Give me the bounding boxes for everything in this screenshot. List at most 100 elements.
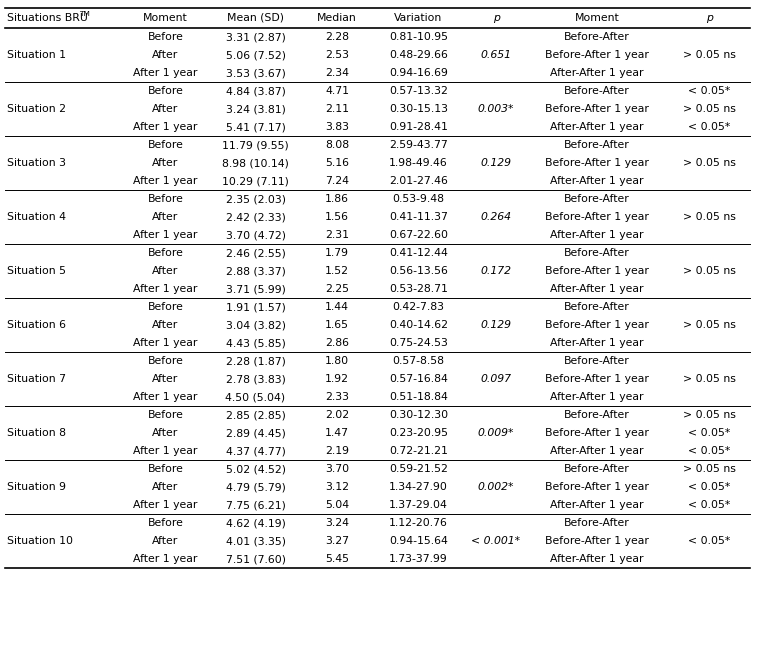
Text: 2.85 (2.85): 2.85 (2.85)	[225, 410, 286, 420]
Text: 2.86: 2.86	[325, 338, 349, 348]
Text: < 0.001*: < 0.001*	[471, 536, 520, 546]
Text: < 0.05*: < 0.05*	[688, 500, 730, 510]
Text: 7.51 (7.60): 7.51 (7.60)	[225, 554, 286, 564]
Text: 0.57-8.58: 0.57-8.58	[393, 356, 445, 366]
Text: 5.41 (7.17): 5.41 (7.17)	[225, 122, 286, 132]
Text: > 0.05 ns: > 0.05 ns	[682, 374, 736, 384]
Text: Before: Before	[147, 518, 183, 528]
Text: Before-After 1 year: Before-After 1 year	[545, 212, 649, 222]
Text: After-After 1 year: After-After 1 year	[550, 392, 644, 402]
Text: 3.24 (3.81): 3.24 (3.81)	[225, 104, 286, 114]
Text: Before-After: Before-After	[564, 86, 630, 96]
Text: p: p	[493, 13, 500, 23]
Text: 0.002*: 0.002*	[478, 482, 514, 492]
Text: 3.27: 3.27	[325, 536, 349, 546]
Text: < 0.05*: < 0.05*	[688, 536, 730, 546]
Text: 0.129: 0.129	[481, 320, 512, 330]
Text: Before: Before	[147, 32, 183, 42]
Text: 0.57-13.32: 0.57-13.32	[389, 86, 448, 96]
Text: 2.28 (1.87): 2.28 (1.87)	[225, 356, 286, 366]
Text: After-After 1 year: After-After 1 year	[550, 176, 644, 186]
Text: After-After 1 year: After-After 1 year	[550, 500, 644, 510]
Text: After-After 1 year: After-After 1 year	[550, 554, 644, 564]
Text: 3.24: 3.24	[325, 518, 349, 528]
Text: Mean (SD): Mean (SD)	[227, 13, 284, 23]
Text: Before-After 1 year: Before-After 1 year	[545, 428, 649, 438]
Text: < 0.05*: < 0.05*	[688, 428, 730, 438]
Text: Before: Before	[147, 356, 183, 366]
Text: 0.48-29.66: 0.48-29.66	[389, 50, 448, 60]
Text: 2.25: 2.25	[325, 284, 349, 294]
Text: 1.44: 1.44	[325, 302, 349, 312]
Text: Before-After 1 year: Before-After 1 year	[545, 536, 649, 546]
Text: 0.41-11.37: 0.41-11.37	[389, 212, 448, 222]
Text: 2.11: 2.11	[325, 104, 349, 114]
Text: After: After	[152, 428, 179, 438]
Text: 0.53-28.71: 0.53-28.71	[389, 284, 448, 294]
Text: Before-After: Before-After	[564, 410, 630, 420]
Text: After-After 1 year: After-After 1 year	[550, 230, 644, 240]
Text: Median: Median	[317, 13, 357, 23]
Text: 10.29 (7.11): 10.29 (7.11)	[222, 176, 289, 186]
Text: 1.65: 1.65	[325, 320, 349, 330]
Text: 4.37 (4.77): 4.37 (4.77)	[225, 446, 286, 456]
Text: 1.12-20.76: 1.12-20.76	[389, 518, 448, 528]
Text: > 0.05 ns: > 0.05 ns	[682, 410, 736, 420]
Text: 8.98 (10.14): 8.98 (10.14)	[222, 158, 289, 168]
Text: Before-After 1 year: Before-After 1 year	[545, 104, 649, 114]
Text: Before-After: Before-After	[564, 140, 630, 150]
Text: After-After 1 year: After-After 1 year	[550, 284, 644, 294]
Text: < 0.05*: < 0.05*	[688, 86, 730, 96]
Text: 0.40-14.62: 0.40-14.62	[389, 320, 448, 330]
Text: > 0.05 ns: > 0.05 ns	[682, 266, 736, 276]
Text: 0.81-10.95: 0.81-10.95	[389, 32, 448, 42]
Text: After-After 1 year: After-After 1 year	[550, 68, 644, 78]
Text: 1.73-37.99: 1.73-37.99	[389, 554, 448, 564]
Text: After 1 year: After 1 year	[133, 284, 198, 294]
Text: > 0.05 ns: > 0.05 ns	[682, 212, 736, 222]
Text: After: After	[152, 212, 179, 222]
Text: 5.16: 5.16	[325, 158, 349, 168]
Text: Moment: Moment	[143, 13, 188, 23]
Text: After 1 year: After 1 year	[133, 446, 198, 456]
Text: Situation 5: Situation 5	[7, 266, 66, 276]
Text: 3.04 (3.82): 3.04 (3.82)	[225, 320, 286, 330]
Text: 0.651: 0.651	[481, 50, 512, 60]
Text: 3.71 (5.99): 3.71 (5.99)	[225, 284, 286, 294]
Text: After-After 1 year: After-After 1 year	[550, 122, 644, 132]
Text: 0.91-28.41: 0.91-28.41	[389, 122, 448, 132]
Text: 3.53 (3.67): 3.53 (3.67)	[225, 68, 286, 78]
Text: 2.19: 2.19	[325, 446, 349, 456]
Text: 5.06 (7.52): 5.06 (7.52)	[225, 50, 286, 60]
Text: 3.70: 3.70	[325, 464, 349, 474]
Text: Moment: Moment	[575, 13, 620, 23]
Text: 2.31: 2.31	[325, 230, 349, 240]
Text: After 1 year: After 1 year	[133, 230, 198, 240]
Text: Before: Before	[147, 140, 183, 150]
Text: 1.92: 1.92	[325, 374, 349, 384]
Text: > 0.05 ns: > 0.05 ns	[682, 158, 736, 168]
Text: 0.59-21.52: 0.59-21.52	[389, 464, 448, 474]
Text: 3.70 (4.72): 3.70 (4.72)	[225, 230, 286, 240]
Text: 0.129: 0.129	[481, 158, 512, 168]
Text: Situation 1: Situation 1	[7, 50, 66, 60]
Text: Before-After: Before-After	[564, 32, 630, 42]
Text: 0.75-24.53: 0.75-24.53	[389, 338, 448, 348]
Text: 0.51-18.84: 0.51-18.84	[389, 392, 448, 402]
Text: Before-After: Before-After	[564, 518, 630, 528]
Text: 1.52: 1.52	[325, 266, 349, 276]
Text: 0.30-12.30: 0.30-12.30	[389, 410, 448, 420]
Text: 0.94-16.69: 0.94-16.69	[389, 68, 448, 78]
Text: 2.33: 2.33	[325, 392, 349, 402]
Text: 5.02 (4.52): 5.02 (4.52)	[225, 464, 286, 474]
Text: 0.67-22.60: 0.67-22.60	[389, 230, 448, 240]
Text: 4.43 (5.85): 4.43 (5.85)	[225, 338, 286, 348]
Text: 2.78 (3.83): 2.78 (3.83)	[225, 374, 286, 384]
Text: Situation 3: Situation 3	[7, 158, 66, 168]
Text: 0.30-15.13: 0.30-15.13	[389, 104, 448, 114]
Text: 1.98-49.46: 1.98-49.46	[389, 158, 448, 168]
Text: 7.24: 7.24	[325, 176, 349, 186]
Text: 0.94-15.64: 0.94-15.64	[389, 536, 448, 546]
Text: 0.172: 0.172	[481, 266, 512, 276]
Text: > 0.05 ns: > 0.05 ns	[682, 320, 736, 330]
